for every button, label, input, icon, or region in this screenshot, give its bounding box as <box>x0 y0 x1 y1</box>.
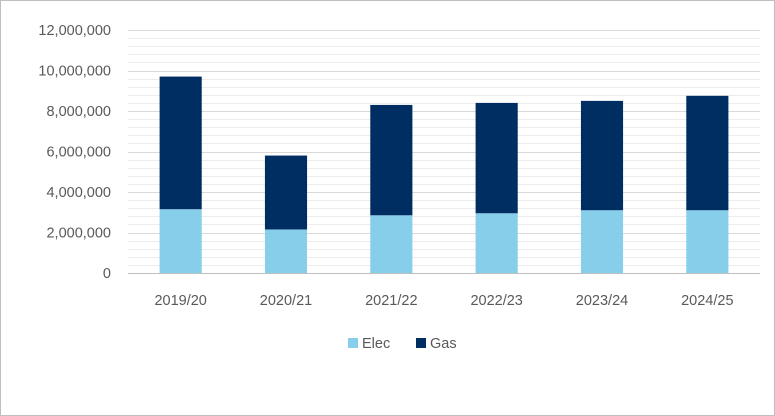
x-tick-labels: 2019/20 2020/21 2021/22 2022/23 2023/24 2024/… <box>154 293 733 309</box>
bar-gas-2019-20 <box>159 76 202 210</box>
bar-gas-2021-22 <box>370 104 413 216</box>
bar-elec-2019-20 <box>159 209 202 273</box>
legend-swatch-elec <box>348 338 358 348</box>
legend-label-gas: Gas <box>430 336 457 352</box>
bar-elec-2024-25 <box>686 210 729 273</box>
y-tick-label: 8,000,000 <box>46 104 111 120</box>
x-tick-label: 2024/25 <box>681 293 733 309</box>
x-tick-label: 2019/20 <box>154 293 206 309</box>
x-tick-label: 2023/24 <box>576 293 628 309</box>
y-tick-label: 0 <box>103 266 111 282</box>
bars <box>159 76 729 273</box>
legend: Elec Gas <box>348 336 457 352</box>
y-tick-labels: 0 2,000,000 4,000,000 6,000,000 8,000,000 10,… <box>38 23 111 282</box>
bar-elec-2023-24 <box>580 210 624 273</box>
x-tick-label: 2022/23 <box>470 293 522 309</box>
y-tick-label: 10,000,000 <box>38 64 111 80</box>
legend-swatch-gas <box>416 338 426 348</box>
bar-gas-2023-24 <box>580 100 624 211</box>
y-tick-label: 12,000,000 <box>38 23 111 39</box>
bar-gas-2020-21 <box>264 155 308 230</box>
legend-label-elec: Elec <box>362 336 390 352</box>
y-tick-label: 2,000,000 <box>46 226 111 242</box>
y-tick-label: 4,000,000 <box>46 185 111 201</box>
bar-elec-2022-23 <box>475 213 518 273</box>
bar-elec-2020-21 <box>264 229 308 273</box>
x-tick-label: 2020/21 <box>260 293 312 309</box>
y-tick-label: 6,000,000 <box>46 145 111 161</box>
x-tick-label: 2021/22 <box>365 293 417 309</box>
bar-gas-2022-23 <box>475 102 518 214</box>
gridlines <box>128 30 760 274</box>
bar-elec-2021-22 <box>370 215 413 273</box>
bar-gas-2024-25 <box>686 95 729 211</box>
